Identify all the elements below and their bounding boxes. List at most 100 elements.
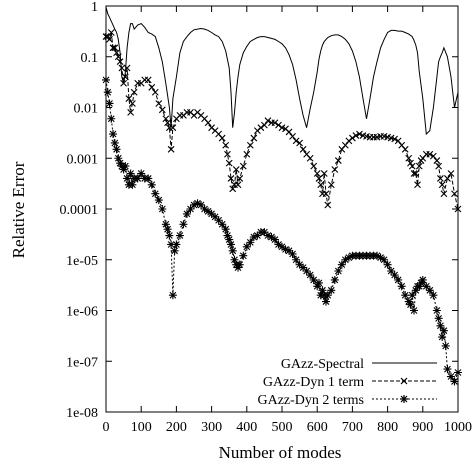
data-point [315,175,323,182]
data-point [438,181,446,189]
data-point [387,267,396,276]
data-point [239,162,247,170]
data-point [390,271,399,280]
data-point [330,275,339,284]
series-line [105,6,459,136]
data-point [107,29,115,36]
data-point [344,253,353,262]
data-point [133,174,142,183]
y-tick-label: 0.01 [74,102,99,117]
data-point [317,181,325,189]
data-point [197,200,206,209]
series-line [105,79,459,383]
data-point [221,225,230,234]
series-3 [102,75,462,386]
legend-marker-dyn1 [400,377,408,385]
data-point [204,119,212,127]
data-point [446,372,455,381]
data-point [218,220,227,229]
x-tick-label: 300 [201,420,222,435]
data-point [418,275,427,284]
data-point [295,260,304,269]
data-point [373,251,382,260]
data-point [223,231,232,240]
data-point [429,291,438,300]
legend-label-dyn1: GAzz-Dyn 1 term [263,375,364,390]
data-point [193,199,202,208]
series-1 [105,6,459,136]
data-point [158,106,166,114]
data-point [299,263,308,272]
y-tick-label: 1 [91,0,98,15]
data-point [232,166,240,173]
data-point [285,128,293,136]
data-point [167,240,176,249]
data-point [302,267,311,276]
data-point [440,190,448,198]
data-point [327,286,336,295]
data-point [151,189,160,198]
data-point [408,291,417,300]
y-axis-title: Relative Error [9,161,28,258]
data-point [261,121,268,129]
data-point [165,231,174,240]
data-point [109,44,117,52]
data-point [154,196,163,205]
x-tick-label: 200 [166,420,187,435]
data-point [126,169,135,178]
data-point [429,152,437,160]
data-point [313,170,321,177]
data-point [444,175,451,182]
data-point [432,306,441,315]
data-point [116,58,124,66]
data-point [211,212,220,221]
x-tick-label: 100 [131,420,152,435]
data-point [450,377,459,386]
y-tick-label: 1e-06 [66,305,98,320]
data-point [410,306,418,315]
data-point [337,260,346,269]
data-point [289,132,296,140]
x-axis-ticks: 0 100 200 300 400 500 600 700 800 900 1000 [103,6,472,435]
data-point [236,175,244,182]
data-point [405,154,413,162]
data-point [433,157,441,164]
data-point [225,235,234,244]
data-point [103,88,112,97]
data-point [267,233,276,242]
data-point [275,121,282,129]
data-point [222,141,230,149]
data-point [264,117,272,125]
data-point [113,49,120,57]
data-point [437,175,444,182]
data-point [439,326,448,335]
data-point [105,99,114,108]
data-point [414,181,421,189]
data-point [274,240,283,249]
data-point [263,231,272,240]
data-point [281,245,290,254]
data-point [120,79,127,87]
data-point [391,135,399,143]
data-point [436,321,445,330]
data-point [306,154,314,162]
data-point [296,139,303,147]
data-point [200,205,209,213]
data-point [441,341,450,350]
data-point [401,145,409,153]
data-point [250,134,258,142]
data-point [214,216,223,225]
x-tick-label: 400 [236,420,257,435]
data-point [270,235,279,244]
legend-label-spectral: GAzz-Spectral [281,357,364,372]
data-point [121,73,129,81]
data-point [253,231,262,240]
data-point [144,174,153,183]
data-point [239,251,248,260]
series-layer [102,6,462,386]
data-point [434,314,443,323]
data-point [408,162,416,170]
legend-marker-dyn2 [400,395,408,403]
y-tick-label: 0.1 [81,51,99,66]
data-point [118,64,126,72]
